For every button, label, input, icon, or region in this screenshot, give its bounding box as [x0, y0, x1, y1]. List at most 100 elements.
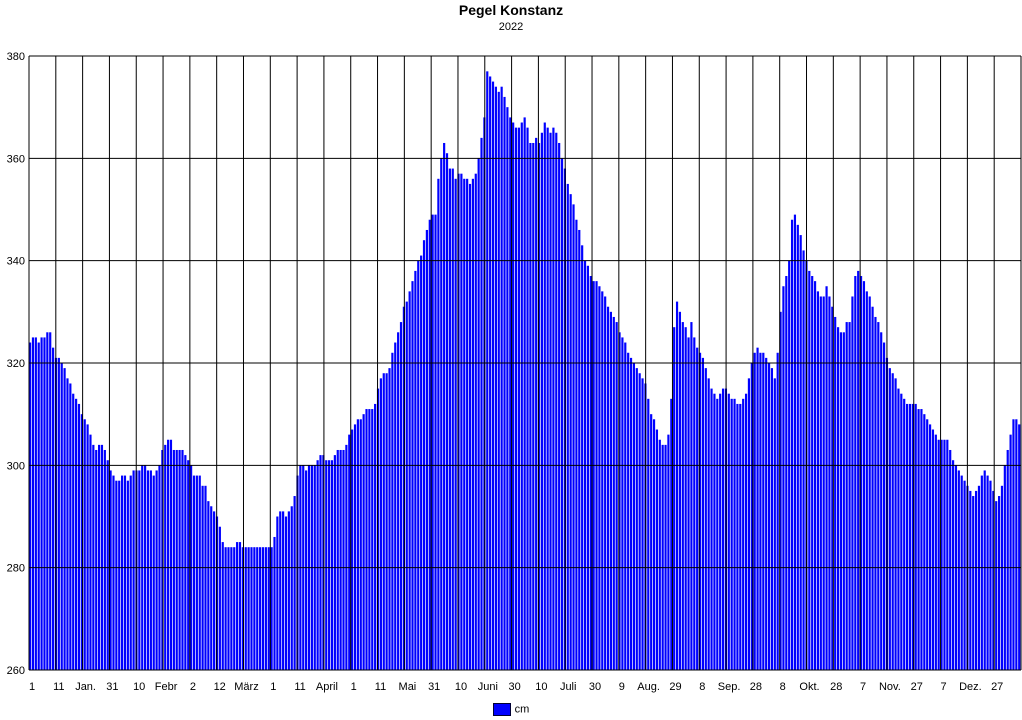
bar: [1012, 419, 1015, 670]
bar: [250, 547, 253, 670]
bar: [261, 547, 265, 670]
bar: [980, 475, 983, 670]
bar: [83, 419, 86, 670]
bar: [1015, 419, 1018, 670]
bar: [762, 352, 765, 670]
bar: [943, 439, 946, 670]
bar: [848, 322, 851, 670]
bar: [514, 127, 518, 670]
bar: [897, 388, 900, 670]
bar: [713, 393, 716, 670]
bar: [598, 286, 601, 670]
bar: [802, 250, 805, 670]
bar: [411, 281, 414, 670]
bar: [828, 296, 831, 670]
x-tick-label: 27: [911, 681, 923, 693]
bar: [773, 378, 776, 670]
bar: [198, 475, 201, 670]
bar: [859, 276, 863, 670]
bar: [618, 332, 621, 670]
x-tick-label: 1: [351, 681, 357, 693]
bar: [635, 368, 638, 670]
bar: [790, 219, 794, 671]
bar: [641, 378, 644, 670]
bar: [509, 117, 512, 670]
bar: [560, 158, 564, 670]
x-tick-label: 10: [133, 681, 145, 693]
bar: [236, 542, 239, 670]
bar: [937, 439, 940, 670]
bar: [825, 286, 828, 670]
bar: [273, 536, 276, 670]
x-axis: 1 11 Jan. 31 10 Febr 2 12 März 1 11 April 1 11 Mai 31 10…: [29, 681, 1003, 693]
bar: [500, 86, 503, 670]
bar: [834, 316, 837, 670]
bar: [523, 117, 526, 670]
bar: [489, 76, 492, 671]
y-tick-label: 380: [7, 51, 25, 63]
bar: [466, 178, 469, 671]
bar: [270, 547, 273, 670]
bar: [480, 137, 483, 670]
bar: [353, 424, 357, 670]
bar: [132, 470, 135, 670]
bar: [224, 547, 227, 670]
bar: [115, 480, 118, 670]
bar: [451, 168, 454, 670]
bar: [908, 403, 912, 670]
bar: [747, 378, 751, 670]
bar: [759, 352, 762, 670]
bar: [632, 363, 636, 670]
bar: [457, 173, 460, 670]
bar: [716, 398, 719, 670]
y-tick-label: 340: [7, 256, 25, 268]
x-tick-label: 8: [780, 681, 786, 693]
x-tick-label: 27: [991, 681, 1003, 693]
bar: [989, 480, 992, 670]
bar: [555, 132, 558, 670]
bar: [138, 470, 141, 670]
bar: [704, 368, 707, 670]
bar: [750, 363, 753, 670]
bar: [647, 398, 650, 670]
bar: [253, 547, 256, 670]
bar: [92, 444, 95, 670]
bar: [842, 332, 845, 670]
bar: [799, 235, 802, 670]
bar: [926, 419, 929, 670]
bar: [77, 403, 81, 670]
bar: [526, 127, 529, 670]
bar: [928, 424, 932, 670]
bar: [440, 158, 443, 670]
bar: [811, 276, 814, 670]
bar: [57, 357, 60, 670]
bar: [95, 449, 98, 670]
bar: [233, 547, 236, 670]
bar: [181, 449, 184, 670]
bar: [121, 475, 124, 670]
bar: [1009, 434, 1012, 670]
chart-subtitle: 2022: [498, 21, 524, 33]
bar: [98, 444, 101, 670]
bar: [445, 153, 449, 671]
x-tick-label: 30: [589, 681, 601, 693]
bar: [503, 96, 506, 671]
bar: [529, 142, 532, 671]
x-tick-label: 7: [860, 681, 866, 693]
bar: [60, 363, 63, 670]
bar: [164, 444, 167, 670]
bar: [267, 547, 270, 670]
bar: [730, 398, 733, 670]
bar: [877, 322, 880, 670]
bar: [998, 496, 1001, 670]
bar: [667, 434, 670, 670]
bar: [871, 306, 874, 670]
bar: [425, 229, 428, 670]
bar: [1006, 449, 1009, 670]
bar: [210, 506, 213, 670]
bar: [379, 378, 382, 670]
bar: [382, 373, 385, 670]
bar: [854, 276, 857, 670]
bar: [477, 158, 480, 670]
bar: [497, 91, 500, 670]
